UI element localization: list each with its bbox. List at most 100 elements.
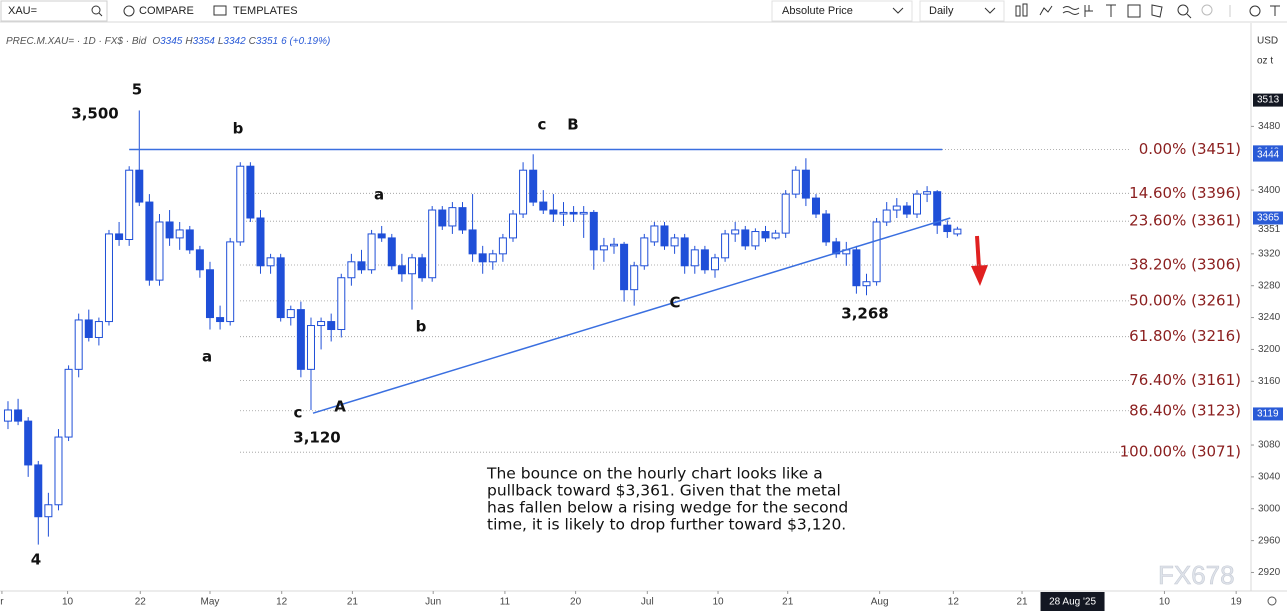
wave-label: b (416, 318, 427, 336)
cursor-date-label: 28 Aug '25 (1049, 597, 1096, 608)
candle-body (832, 241, 841, 255)
candle-body (34, 464, 43, 518)
candle-body (135, 169, 144, 203)
candle-body (145, 201, 154, 281)
fib-label: 14.60% (3396) (1129, 184, 1241, 202)
x-tick-label: May (201, 597, 220, 608)
candle-body (660, 225, 669, 247)
candle-body (519, 169, 528, 215)
candle-body (933, 191, 942, 226)
candle-body (458, 207, 467, 231)
templates-icon (213, 5, 227, 16)
ohlc-value: 3342 (223, 36, 246, 47)
candle-body (882, 209, 891, 223)
interval-dropdown[interactable] (919, 0, 1005, 22)
templates-button[interactable]: TEMPLATES (233, 5, 298, 17)
wave-label: c (294, 404, 303, 422)
candle-body (923, 191, 932, 195)
candle-body (327, 321, 336, 331)
y-tick-label: 3480 (1258, 121, 1281, 132)
candle-body (771, 232, 780, 239)
candle-body (44, 504, 53, 518)
x-tick-label: 21 (1016, 597, 1028, 608)
candle-body (357, 261, 366, 271)
fib-label: 86.40% (3123) (1129, 401, 1241, 419)
ohlc-value: 3345 (160, 36, 183, 47)
candle-body (236, 165, 245, 243)
y-tick-label: 3040 (1258, 472, 1281, 483)
x-tick-label: 10 (62, 597, 74, 608)
candle-body (630, 265, 639, 291)
y-tick-label: 3080 (1258, 440, 1281, 451)
candle-body (680, 237, 689, 267)
wave-label: C (669, 294, 680, 312)
symbol-input[interactable] (0, 0, 108, 22)
candle-body (650, 225, 659, 243)
candle-body (216, 317, 225, 323)
candle-body (347, 261, 356, 279)
price-mode-dropdown[interactable] (771, 0, 913, 22)
candle-body (175, 229, 184, 239)
candle-body (104, 233, 113, 323)
x-tick-label: Aug (871, 597, 889, 608)
candle-body (125, 169, 134, 241)
candle-body (84, 319, 93, 338)
down-arrow (971, 235, 988, 286)
candle-body (205, 269, 214, 319)
fib-label: 76.40% (3161) (1129, 371, 1241, 389)
candle-body (387, 237, 396, 267)
candle-body (155, 221, 164, 281)
y-tick-label: 3240 (1258, 312, 1281, 323)
price-marker-box (1253, 407, 1283, 421)
y-tick-label: 3000 (1258, 503, 1281, 514)
candle-body (256, 217, 265, 267)
candle-body (14, 409, 23, 422)
ohlc-letter: C (249, 36, 257, 47)
candle-body (761, 231, 770, 239)
candle-body (690, 249, 699, 267)
tool-icons[interactable] (1015, 3, 1280, 19)
x-tick-label: Jul (641, 597, 654, 608)
change: 6 (+0.19%) (281, 36, 330, 47)
currency[interactable]: USD (1257, 36, 1278, 47)
y-tick-label: 3280 (1258, 280, 1281, 291)
ohlc-value: 3354 (193, 36, 216, 47)
cursor-date-box (1040, 592, 1105, 611)
ohlc-letter: O (152, 36, 160, 47)
wave-label: a (374, 186, 384, 204)
wave-label: 3,500 (71, 105, 118, 123)
candle-body (195, 249, 204, 271)
unit[interactable]: oz t (1257, 56, 1273, 67)
price-marker-box (1253, 211, 1283, 225)
plot: 0.00% (3451) 14.60% (3396) 23.60% (3361) 38… (0, 81, 1283, 611)
y-tick-label: 3400 (1258, 185, 1281, 196)
price-marker-box (1253, 93, 1283, 107)
price-marker-label: 3365 (1257, 213, 1280, 224)
ohlc-letter: H (185, 36, 193, 47)
candle-body (741, 229, 750, 247)
compare-button[interactable]: COMPARE (139, 5, 194, 17)
candle-body (579, 211, 588, 215)
x-tick-label: 12 (276, 597, 288, 608)
wave-label: 3,268 (841, 305, 888, 323)
fib-label: 100.00% (3071) (1120, 443, 1241, 461)
x-tick-label: 21 (347, 597, 359, 608)
candle-body (953, 228, 962, 235)
candle-body (721, 233, 730, 259)
wave-label: 3,120 (293, 429, 340, 447)
settings-icon[interactable] (1267, 596, 1277, 606)
candle-body (731, 229, 740, 235)
candle-body (912, 193, 921, 215)
candle-body (569, 211, 578, 215)
candle-body (296, 309, 305, 370)
instrument: PREC.M.XAU= · 1D · FX$ · Bid (6, 36, 147, 47)
x-tick-label: 10 (1159, 597, 1171, 608)
candle-body (599, 245, 608, 251)
candle-body (266, 257, 275, 267)
wave-label: a (202, 348, 212, 366)
candle-body (367, 233, 376, 271)
candle-body (165, 221, 174, 239)
x-tick-label: 10 (712, 597, 724, 608)
price-mode-text: Absolute Price (782, 5, 853, 17)
x-tick-label: Jun (425, 597, 441, 608)
